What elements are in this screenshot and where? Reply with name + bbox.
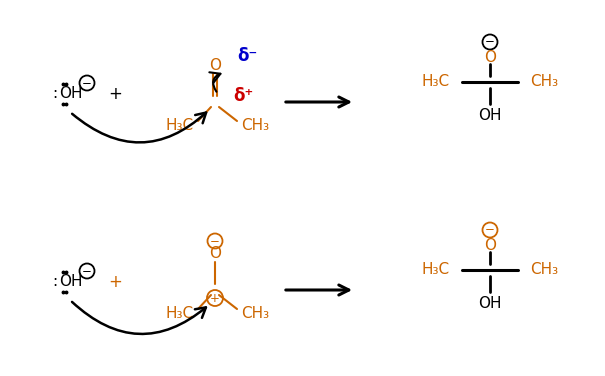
Text: CH₃: CH₃ bbox=[241, 306, 269, 321]
FancyArrowPatch shape bbox=[72, 112, 206, 143]
Text: H₃C: H₃C bbox=[422, 262, 450, 277]
Text: δ⁻: δ⁻ bbox=[237, 47, 257, 65]
Text: :: : bbox=[53, 274, 57, 290]
Text: :: : bbox=[53, 86, 57, 102]
Text: δ⁺: δ⁺ bbox=[233, 87, 253, 105]
Text: H₃C: H₃C bbox=[422, 74, 450, 89]
Text: −: − bbox=[210, 235, 220, 247]
Text: O: O bbox=[209, 247, 221, 261]
Text: OH: OH bbox=[59, 274, 83, 290]
Text: +: + bbox=[210, 291, 220, 305]
Text: −: − bbox=[82, 264, 92, 277]
Text: −: − bbox=[82, 76, 92, 89]
Text: +: + bbox=[108, 85, 122, 103]
Text: OH: OH bbox=[59, 86, 83, 102]
Text: OH: OH bbox=[478, 109, 502, 123]
Text: O: O bbox=[484, 50, 496, 65]
Text: −: − bbox=[485, 35, 495, 49]
FancyArrowPatch shape bbox=[209, 72, 220, 92]
Text: CH₃: CH₃ bbox=[530, 262, 558, 277]
Text: H₃C: H₃C bbox=[166, 306, 194, 321]
Text: CH₃: CH₃ bbox=[241, 118, 269, 133]
Text: H₃C: H₃C bbox=[166, 118, 194, 133]
Text: O: O bbox=[484, 238, 496, 253]
Text: −: − bbox=[485, 223, 495, 237]
Text: CH₃: CH₃ bbox=[530, 74, 558, 89]
Text: O: O bbox=[209, 59, 221, 73]
FancyArrowPatch shape bbox=[72, 302, 206, 334]
Text: +: + bbox=[108, 273, 122, 291]
Text: OH: OH bbox=[478, 297, 502, 311]
